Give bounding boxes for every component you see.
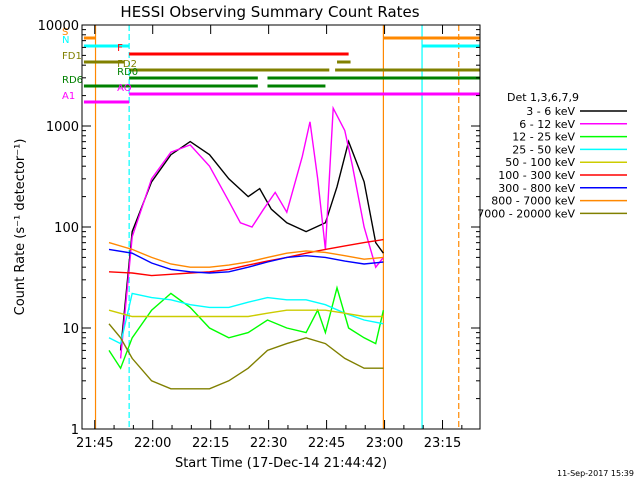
x-tick-label: 23:15: [424, 436, 461, 451]
y-tick-label: 100: [54, 221, 79, 236]
legend-label-800-7000-kev: 800 - 7000 keV: [491, 195, 575, 208]
flag-label-s: S: [62, 27, 68, 38]
flag-label-ao: AO: [117, 83, 132, 94]
x-tick-label: 22:00: [134, 436, 171, 451]
series-line-7000-20000-kev: [108, 323, 384, 390]
legend-label-3-6-kev: 3 - 6 keV: [526, 105, 575, 118]
chart-title: HESSI Observing Summary Count Rates: [120, 3, 419, 21]
x-axis: 21:45 22:00 22:15 22:30 22:45 23:00 23:15: [76, 25, 463, 451]
series-line-300-800-kev: [108, 248, 384, 274]
flag-label-a1: A1: [62, 91, 75, 102]
x-tick-label: 22:30: [250, 436, 287, 451]
x-tick-label: 22:15: [192, 436, 229, 451]
y-tick-label: 1000: [46, 120, 79, 135]
x-axis-label: Start Time (17-Dec-14 21:44:42): [175, 456, 387, 471]
timestamp: 11-Sep-2017 15:39: [557, 469, 634, 478]
y-tick-label: 1: [71, 423, 79, 438]
series-line-12-25-kev: [108, 285, 385, 370]
y-axis-label: Count Rate (s⁻¹ detector⁻¹): [13, 139, 28, 316]
series-line-100-300-kev: [108, 238, 384, 277]
series-line-50-100-kev: [108, 309, 384, 318]
legend-title: Det 1,3,6,7,9: [507, 91, 579, 104]
series-line-25-50-kev: [108, 292, 384, 345]
y-tick-label: 10000: [38, 19, 79, 34]
flag-label-rd6: RD6: [62, 75, 83, 86]
series-line-3-6-kev: [119, 139, 384, 351]
x-tick-label: 22:45: [308, 436, 345, 451]
legend-label-12-25-kev: 12 - 25 keV: [512, 131, 575, 144]
flag-label-rd0: RD0: [117, 67, 138, 78]
flag-label-fd2: FD2: [117, 59, 137, 70]
y-axis: 1 10 100 1000 10000: [38, 19, 480, 438]
legend-label-25-50-kev: 25 - 50 keV: [512, 143, 575, 156]
plot-lines: [94, 25, 460, 429]
series-line-800-7000-kev: [108, 241, 384, 268]
x-tick-label: 21:45: [76, 436, 113, 451]
legend-label-7000-20000-kev: 7000 - 20000 keV: [477, 207, 575, 220]
y-tick-label: 10: [62, 322, 79, 337]
legend-label-300-800-kev: 300 - 800 keV: [498, 182, 575, 195]
legend-label-6-12-kev: 6 - 12 keV: [519, 118, 575, 131]
flag-label-f: F: [117, 43, 123, 54]
x-tick-label: 23:00: [366, 436, 403, 451]
legend-label-50-100-kev: 50 - 100 keV: [505, 156, 575, 169]
series-line-6-12-kev: [119, 105, 384, 359]
flag-label-fd1: FD1: [62, 51, 82, 62]
legend-label-100-300-kev: 100 - 300 keV: [498, 169, 575, 182]
flag-label-n: N: [62, 35, 69, 46]
